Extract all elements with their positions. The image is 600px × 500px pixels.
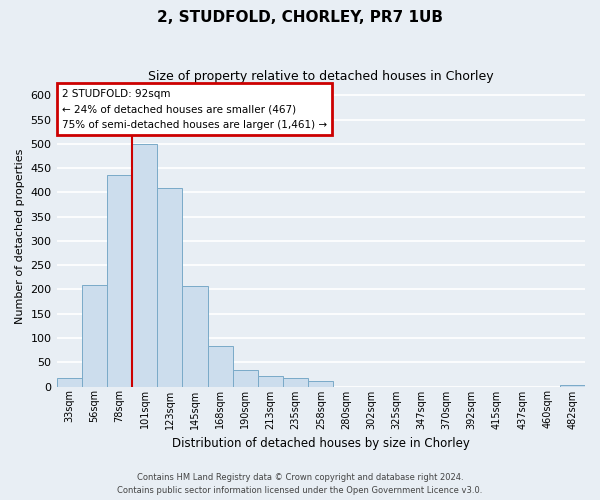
- Bar: [258, 376, 283, 386]
- Text: 2 STUDFOLD: 92sqm
← 24% of detached houses are smaller (467)
75% of semi-detache: 2 STUDFOLD: 92sqm ← 24% of detached hous…: [62, 88, 327, 130]
- Bar: [208, 346, 233, 387]
- Bar: [308, 380, 334, 386]
- Bar: [560, 385, 585, 386]
- Title: Size of property relative to detached houses in Chorley: Size of property relative to detached ho…: [148, 70, 494, 83]
- Bar: [233, 370, 258, 386]
- Text: Contains HM Land Registry data © Crown copyright and database right 2024.
Contai: Contains HM Land Registry data © Crown c…: [118, 473, 482, 495]
- Bar: [157, 188, 182, 386]
- Text: 2, STUDFOLD, CHORLEY, PR7 1UB: 2, STUDFOLD, CHORLEY, PR7 1UB: [157, 10, 443, 25]
- Y-axis label: Number of detached properties: Number of detached properties: [15, 148, 25, 324]
- Bar: [107, 176, 132, 386]
- Bar: [82, 284, 107, 386]
- Bar: [283, 378, 308, 386]
- Bar: [132, 144, 157, 386]
- Bar: [182, 286, 208, 386]
- Bar: [56, 378, 82, 386]
- X-axis label: Distribution of detached houses by size in Chorley: Distribution of detached houses by size …: [172, 437, 470, 450]
